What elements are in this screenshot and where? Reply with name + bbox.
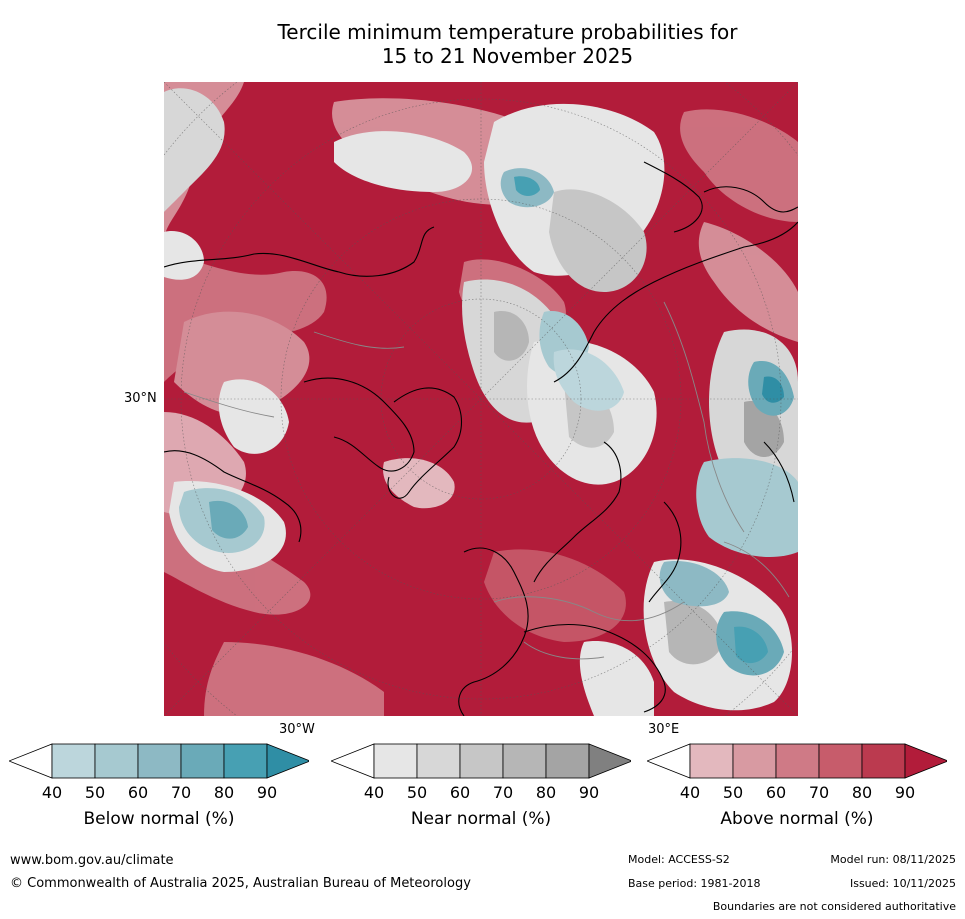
coastlines <box>164 161 798 716</box>
colorbar-below-normal: 40 50 60 70 80 90 Below normal (%) <box>9 743 309 843</box>
above-tick-label: 50 <box>722 783 744 802</box>
colorbar-below-label: Below normal (%) <box>83 809 235 829</box>
near-swatch-under <box>331 743 375 779</box>
longitude-label-30w: 30°W <box>279 722 315 737</box>
above-tick-label: 60 <box>765 783 787 802</box>
graticule-lines <box>164 82 798 716</box>
probability-map <box>164 82 798 716</box>
near-tick-label: 60 <box>449 783 471 802</box>
near-tick-label: 70 <box>492 783 514 802</box>
below-swatch-over <box>266 743 309 779</box>
below-swatch-80-90 <box>223 743 268 779</box>
footer-model-run: Model run: 08/11/2025 <box>830 853 956 866</box>
below-tick-label: 60 <box>127 783 149 802</box>
below-normal-shading <box>179 168 798 676</box>
below-swatch-40-50 <box>51 743 96 779</box>
footer-disclaimer: Boundaries are not considered authoritat… <box>712 900 956 913</box>
near-tick-label: 90 <box>578 783 600 802</box>
map-svg <box>164 82 798 716</box>
near-swatch-80-90 <box>545 743 590 779</box>
above-swatch-under <box>647 743 691 779</box>
country-boundaries <box>183 301 790 660</box>
above-swatch-50-60 <box>732 743 777 779</box>
above-swatch-70-80 <box>818 743 863 779</box>
footer-model: Model: ACCESS-S2 <box>628 853 730 866</box>
above-swatch-40-50 <box>689 743 734 779</box>
colorbar-below-swatches <box>9 743 309 779</box>
below-tick-label: 90 <box>256 783 278 802</box>
below-swatch-70-80 <box>180 743 225 779</box>
near-tick-label: 40 <box>363 783 385 802</box>
below-tick-label: 80 <box>213 783 235 802</box>
colorbar-near-normal: 40 50 60 70 80 90 Near normal (%) <box>331 743 631 843</box>
above-swatch-over <box>904 743 947 779</box>
footer-url-link[interactable]: www.bom.gov.au/climate <box>10 853 174 868</box>
below-swatch-under <box>9 743 53 779</box>
near-swatch-40-50 <box>373 743 418 779</box>
above-tick-label: 70 <box>808 783 830 802</box>
latitude-label-30n: 30°N <box>124 391 157 406</box>
below-tick-label: 70 <box>170 783 192 802</box>
above-tick-label: 40 <box>679 783 701 802</box>
colorbar-near-swatches <box>331 743 631 779</box>
colorbar-above-label: Above normal (%) <box>720 809 874 829</box>
colorbar-near-label: Near normal (%) <box>410 809 552 829</box>
above-swatch-60-70 <box>775 743 820 779</box>
above-tick-label: 80 <box>851 783 873 802</box>
footer-base-period: Base period: 1981-2018 <box>628 877 761 890</box>
below-tick-label: 40 <box>41 783 63 802</box>
title-line-1: Tercile minimum temperature probabilitie… <box>277 20 738 44</box>
footer-copyright: © Commonwealth of Australia 2025, Austra… <box>10 876 471 891</box>
near-tick-label: 80 <box>535 783 557 802</box>
below-tick-label: 50 <box>84 783 106 802</box>
colorbar-above-swatches <box>647 743 947 779</box>
below-swatch-50-60 <box>94 743 139 779</box>
above-tick-label: 90 <box>894 783 916 802</box>
near-tick-label: 50 <box>406 783 428 802</box>
above-swatch-80-90 <box>861 743 906 779</box>
colorbar-above-normal: 40 50 60 70 80 90 Above normal (%) <box>647 743 947 843</box>
near-swatch-over <box>588 743 631 779</box>
title-line-2: 15 to 21 November 2025 <box>381 44 634 68</box>
near-swatch-50-60 <box>416 743 461 779</box>
longitude-label-30e: 30°E <box>648 722 680 737</box>
near-swatch-60-70 <box>459 743 504 779</box>
chart-title: Tercile minimum temperature probabilitie… <box>0 20 965 68</box>
footer-issued: Issued: 10/11/2025 <box>849 877 956 890</box>
near-swatch-70-80 <box>502 743 547 779</box>
below-swatch-60-70 <box>137 743 182 779</box>
